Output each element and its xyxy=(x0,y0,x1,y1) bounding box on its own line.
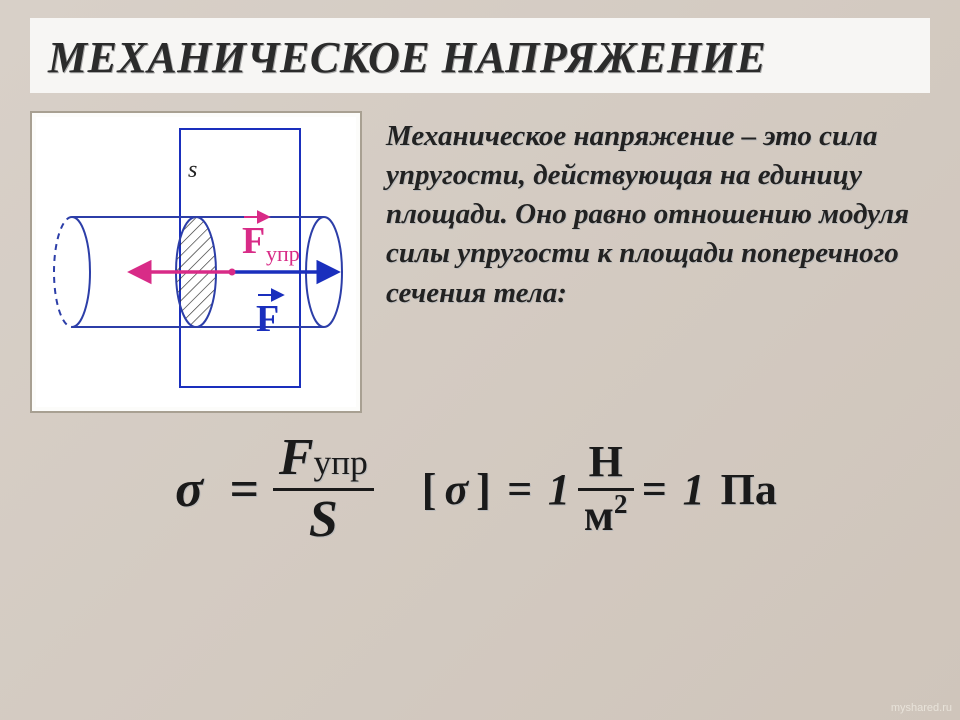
pascal-symbol: Па xyxy=(721,464,777,515)
formula-units: [ σ ] = 1 Н м2 = 1 Па xyxy=(414,439,785,538)
svg-text:упр: упр xyxy=(266,241,300,266)
units-fraction: Н м2 xyxy=(578,439,634,538)
equals-sign-2: = xyxy=(507,464,532,515)
sigma-in-brackets: σ xyxy=(444,464,468,515)
equals-sign-3: = xyxy=(642,464,667,515)
diagram-frame: s F упр F xyxy=(30,111,362,413)
sigma-symbol: σ xyxy=(175,460,203,519)
content-row: s F упр F Механическое напряжение xyxy=(30,111,930,413)
cylinder-diagram: s F упр F xyxy=(36,117,356,407)
title-container: МЕХАНИЧЕСКОЕ НАПРЯЖЕНИЕ xyxy=(30,18,930,93)
svg-text:s: s xyxy=(188,157,197,183)
formula-row: σ = Fупр S [ σ ] = 1 Н м2 = xyxy=(30,431,930,547)
slide: МЕХАНИЧЕСКОЕ НАПРЯЖЕНИЕ xyxy=(0,0,960,720)
one-2: 1 xyxy=(683,464,705,515)
force-symbol: F xyxy=(279,429,314,486)
bracket-open: [ xyxy=(422,464,437,515)
exponent-2: 2 xyxy=(614,489,628,519)
bracket-close: ] xyxy=(476,464,491,515)
formula-sigma: σ = Fупр S xyxy=(175,431,374,547)
one-1: 1 xyxy=(548,464,570,515)
fraction-numerator: Fупр xyxy=(273,431,374,486)
meter-symbol: м xyxy=(584,491,614,540)
equals-sign: = xyxy=(229,460,259,519)
fraction-denominator: S xyxy=(303,493,344,548)
svg-text:F: F xyxy=(256,298,279,340)
meter-squared: м2 xyxy=(578,493,634,539)
fraction-fupr-s: Fупр S xyxy=(273,431,374,547)
definition-text: Механическое напряжение – это сила упруг… xyxy=(386,111,930,313)
slide-title: МЕХАНИЧЕСКОЕ НАПРЯЖЕНИЕ xyxy=(48,32,912,83)
upr-subscript: упр xyxy=(314,442,368,482)
watermark: myshared.ru xyxy=(891,702,952,714)
svg-text:F: F xyxy=(242,220,265,262)
newton-symbol: Н xyxy=(583,439,629,485)
